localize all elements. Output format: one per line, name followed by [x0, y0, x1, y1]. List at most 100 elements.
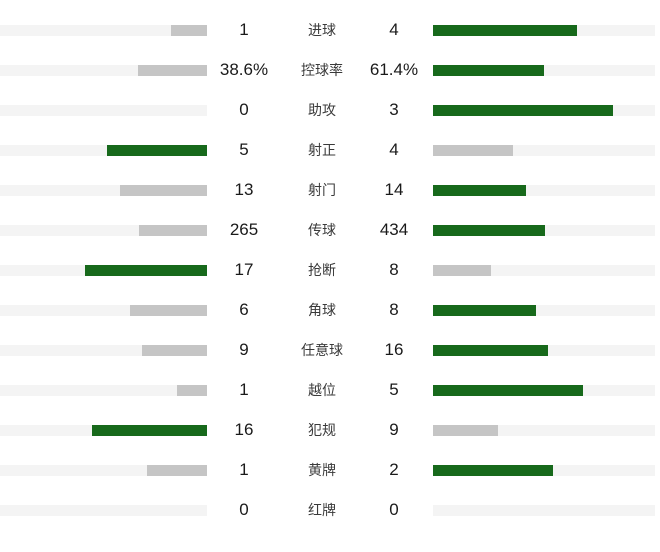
away-stat-bar: [433, 224, 545, 236]
home-stat-value: 38.6%: [219, 60, 269, 79]
stats-rows-container: 1 进球 4 38.6% 控球率 61.4% 0 助攻 3 5 射正: [0, 10, 660, 530]
stat-row: 5 射正 4: [0, 130, 660, 170]
home-stat-bar: [177, 384, 207, 396]
away-stat-value: 61.4%: [369, 60, 419, 79]
away-bar-track: [433, 64, 655, 76]
home-stat-bar: [120, 184, 207, 196]
stat-row: 6 角球 8: [0, 290, 660, 330]
home-bar-track: [0, 224, 207, 236]
home-stat-bar: [130, 304, 207, 316]
stat-row: 0 红牌 0: [0, 490, 660, 530]
home-bar-track: [0, 464, 207, 476]
stat-label: 射门: [308, 182, 336, 198]
home-bar-track: [0, 64, 207, 76]
away-stat-bar: [433, 304, 536, 316]
home-stat-value: 1: [239, 380, 249, 399]
away-stat-value: 8: [389, 260, 399, 279]
home-stat-value: 5: [239, 140, 249, 159]
home-stat-value: 9: [239, 340, 249, 359]
stat-label: 射正: [308, 142, 336, 158]
away-bar-track: [433, 384, 655, 396]
away-stat-value: 4: [389, 20, 399, 39]
home-bar-track: [0, 24, 207, 36]
home-bar-track: [0, 344, 207, 356]
stat-row: 0 助攻 3: [0, 90, 660, 130]
stat-label: 犯规: [308, 422, 336, 438]
home-bar-track: [0, 144, 207, 156]
away-bar-track: [433, 104, 655, 116]
home-stat-bar: [139, 224, 207, 236]
stat-label: 传球: [308, 222, 336, 238]
away-stat-bar: [433, 64, 544, 76]
stat-label: 黄牌: [308, 462, 336, 478]
away-bar-track: [433, 424, 655, 436]
home-bar-track: [0, 424, 207, 436]
home-bar-track: [0, 504, 207, 516]
home-bar-track: [0, 104, 207, 116]
away-stat-bar: [433, 104, 613, 116]
away-bar-track: [433, 144, 655, 156]
away-stat-value: 0: [389, 500, 399, 519]
stat-label: 角球: [308, 302, 336, 318]
away-stat-bar: [433, 24, 577, 36]
home-bar-track: [0, 304, 207, 316]
away-stat-value: 2: [389, 460, 399, 479]
stat-row: 9 任意球 16: [0, 330, 660, 370]
stat-row: 1 进球 4: [0, 10, 660, 50]
away-stat-value: 16: [384, 340, 404, 359]
stat-label: 控球率: [301, 62, 343, 78]
away-stat-value: 4: [389, 140, 399, 159]
away-stat-value: 434: [379, 220, 409, 239]
away-stat-value: 5: [389, 380, 399, 399]
home-stat-value: 17: [234, 260, 254, 279]
stat-label: 进球: [308, 22, 336, 38]
away-bar-track: [433, 504, 655, 516]
stat-row: 265 传球 434: [0, 210, 660, 250]
away-stat-value: 3: [389, 100, 399, 119]
away-stat-bar: [433, 384, 583, 396]
stat-label: 任意球: [301, 342, 343, 358]
home-stat-value: 13: [234, 180, 254, 199]
away-bar-track: [433, 24, 655, 36]
away-stat-value: 9: [389, 420, 399, 439]
stat-label: 越位: [308, 382, 336, 398]
home-stat-value: 6: [239, 300, 249, 319]
home-stat-bar: [92, 424, 207, 436]
away-stat-bar: [433, 144, 513, 156]
home-stat-bar: [85, 264, 207, 276]
away-stat-bar: [433, 464, 553, 476]
away-bar-track: [433, 264, 655, 276]
home-bar-track: [0, 384, 207, 396]
stat-label: 助攻: [308, 102, 336, 118]
stat-row: 17 抢断 8: [0, 250, 660, 290]
stat-label: 抢断: [308, 262, 336, 278]
stat-row: 13 射门 14: [0, 170, 660, 210]
away-bar-track: [433, 184, 655, 196]
home-stat-value: 0: [239, 500, 249, 519]
home-stat-bar: [138, 64, 207, 76]
stat-row: 16 犯规 9: [0, 410, 660, 450]
stat-row: 38.6% 控球率 61.4%: [0, 50, 660, 90]
away-bar-track: [433, 304, 655, 316]
home-stat-bar: [107, 144, 207, 156]
stat-row: 1 越位 5: [0, 370, 660, 410]
home-stat-value: 16: [234, 420, 254, 439]
away-bar-track: [433, 464, 655, 476]
stat-row: 1 黄牌 2: [0, 450, 660, 490]
home-stat-value: 1: [239, 20, 249, 39]
home-stat-bar: [171, 24, 207, 36]
away-stat-bar: [433, 264, 491, 276]
away-stat-bar: [433, 344, 548, 356]
away-bar-track: [433, 344, 655, 356]
away-stat-bar: [433, 184, 526, 196]
home-bar-track: [0, 184, 207, 196]
stat-label: 红牌: [308, 502, 336, 518]
home-stat-value: 1: [239, 460, 249, 479]
away-bar-track: [433, 224, 655, 236]
home-stat-value: 0: [239, 100, 249, 119]
home-stat-bar: [147, 464, 207, 476]
away-stat-value: 8: [389, 300, 399, 319]
away-stat-value: 14: [384, 180, 404, 199]
home-bar-track: [0, 264, 207, 276]
